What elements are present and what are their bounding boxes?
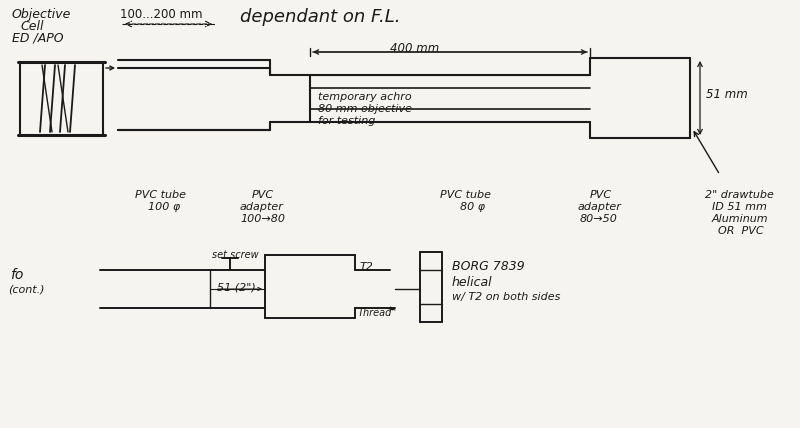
Text: temporary achro: temporary achro <box>318 92 412 102</box>
Text: 400 mm: 400 mm <box>390 42 440 55</box>
Text: OR  PVC: OR PVC <box>718 226 764 236</box>
Text: Cell: Cell <box>20 20 43 33</box>
Text: PVC tube: PVC tube <box>135 190 186 200</box>
Text: PVC: PVC <box>252 190 274 200</box>
Text: set screw: set screw <box>212 250 258 260</box>
Text: PVC tube: PVC tube <box>440 190 491 200</box>
Text: T2: T2 <box>360 262 374 272</box>
Text: 80 φ: 80 φ <box>460 202 485 212</box>
Text: 80 mm objective: 80 mm objective <box>318 104 412 114</box>
Text: 80→50: 80→50 <box>580 214 618 224</box>
Text: PVC: PVC <box>590 190 612 200</box>
Text: 100 φ: 100 φ <box>148 202 180 212</box>
Text: w/ T2 on both sides: w/ T2 on both sides <box>452 292 560 302</box>
Text: adapter: adapter <box>240 202 284 212</box>
Text: fo: fo <box>10 268 23 282</box>
Text: helical: helical <box>452 276 493 289</box>
Text: ID 51 mm: ID 51 mm <box>712 202 767 212</box>
Text: 2" drawtube: 2" drawtube <box>705 190 774 200</box>
Text: 100...200 mm: 100...200 mm <box>120 8 202 21</box>
Text: 100→80: 100→80 <box>240 214 285 224</box>
Text: BORG 7839: BORG 7839 <box>452 260 525 273</box>
Text: Aluminum: Aluminum <box>712 214 769 224</box>
Text: (cont.): (cont.) <box>8 284 45 294</box>
Text: 51 (2"): 51 (2") <box>217 282 256 292</box>
Text: adapter: adapter <box>578 202 622 212</box>
Text: Thread: Thread <box>358 308 392 318</box>
Text: dependant on F.L.: dependant on F.L. <box>240 8 401 26</box>
Text: ED /APO: ED /APO <box>12 31 64 44</box>
Text: 51 mm: 51 mm <box>706 88 748 101</box>
Text: Objective: Objective <box>12 8 71 21</box>
Text: for testing: for testing <box>318 116 375 126</box>
